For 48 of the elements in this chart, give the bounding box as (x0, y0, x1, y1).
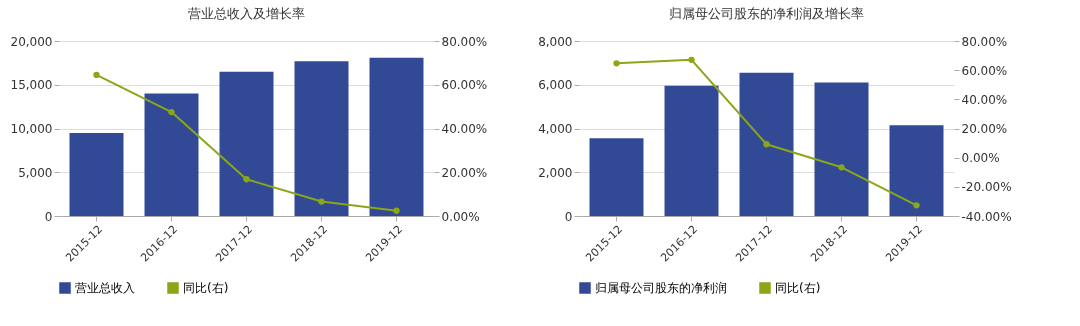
y-tick-label: 5,000 (18, 165, 53, 180)
point (318, 198, 325, 205)
point (93, 71, 100, 79)
y2-tick-label: 0.00% (441, 209, 480, 224)
y2-tick-label: 80.00% (441, 34, 488, 49)
y2-tick-label: -40.00% (961, 209, 1012, 224)
bar (589, 138, 644, 216)
y2-tick-label: -20.00% (961, 180, 1012, 195)
y2-tick-label: 80.00% (961, 34, 1008, 49)
point (168, 108, 175, 116)
legend-label: 同比(右) (183, 281, 229, 295)
point (838, 164, 845, 171)
bar (369, 57, 424, 216)
y2-tick-label: 60.00% (441, 78, 488, 93)
y-tick-label: 8,000 (538, 34, 573, 49)
point (688, 56, 695, 63)
y2-tick-label: 0.00% (961, 151, 1000, 166)
point (243, 176, 250, 183)
legend-label: 归属母公司股东的净利润 (595, 281, 727, 295)
y2-tick-label: 20.00% (441, 165, 488, 180)
bar (144, 93, 199, 216)
y2-tick-label: 40.00% (961, 92, 1008, 107)
y-tick-label: 4,000 (538, 122, 573, 136)
y-tick-label: 20,000 (10, 34, 53, 49)
y2-tick-label: 40.00% (441, 122, 488, 136)
y-tick-label: 0 (564, 209, 573, 224)
y-tick-label: 15,000 (10, 78, 53, 93)
y-tick-label: 2,000 (538, 165, 573, 180)
bar (294, 61, 349, 216)
bar (739, 72, 794, 216)
y-tick-label: 0 (44, 209, 53, 224)
chart-title: 营业总收入及增长率 (188, 6, 305, 21)
bar (814, 82, 869, 216)
bar (889, 125, 944, 216)
y-tick-label: 10,000 (10, 122, 53, 136)
bar (69, 132, 124, 216)
y2-tick-label: 60.00% (961, 63, 1008, 78)
point (393, 207, 400, 214)
bar (664, 85, 719, 216)
point (613, 60, 620, 67)
point (763, 141, 770, 148)
point (913, 202, 920, 209)
legend-label: 同比(右) (775, 281, 821, 295)
chart-title: 归属母公司股东的净利润及增长率 (669, 6, 864, 21)
y2-tick-label: 20.00% (961, 122, 1008, 136)
legend-label: 营业总收入 (75, 281, 135, 295)
y-tick-label: 6,000 (538, 78, 573, 93)
bar (219, 71, 274, 216)
